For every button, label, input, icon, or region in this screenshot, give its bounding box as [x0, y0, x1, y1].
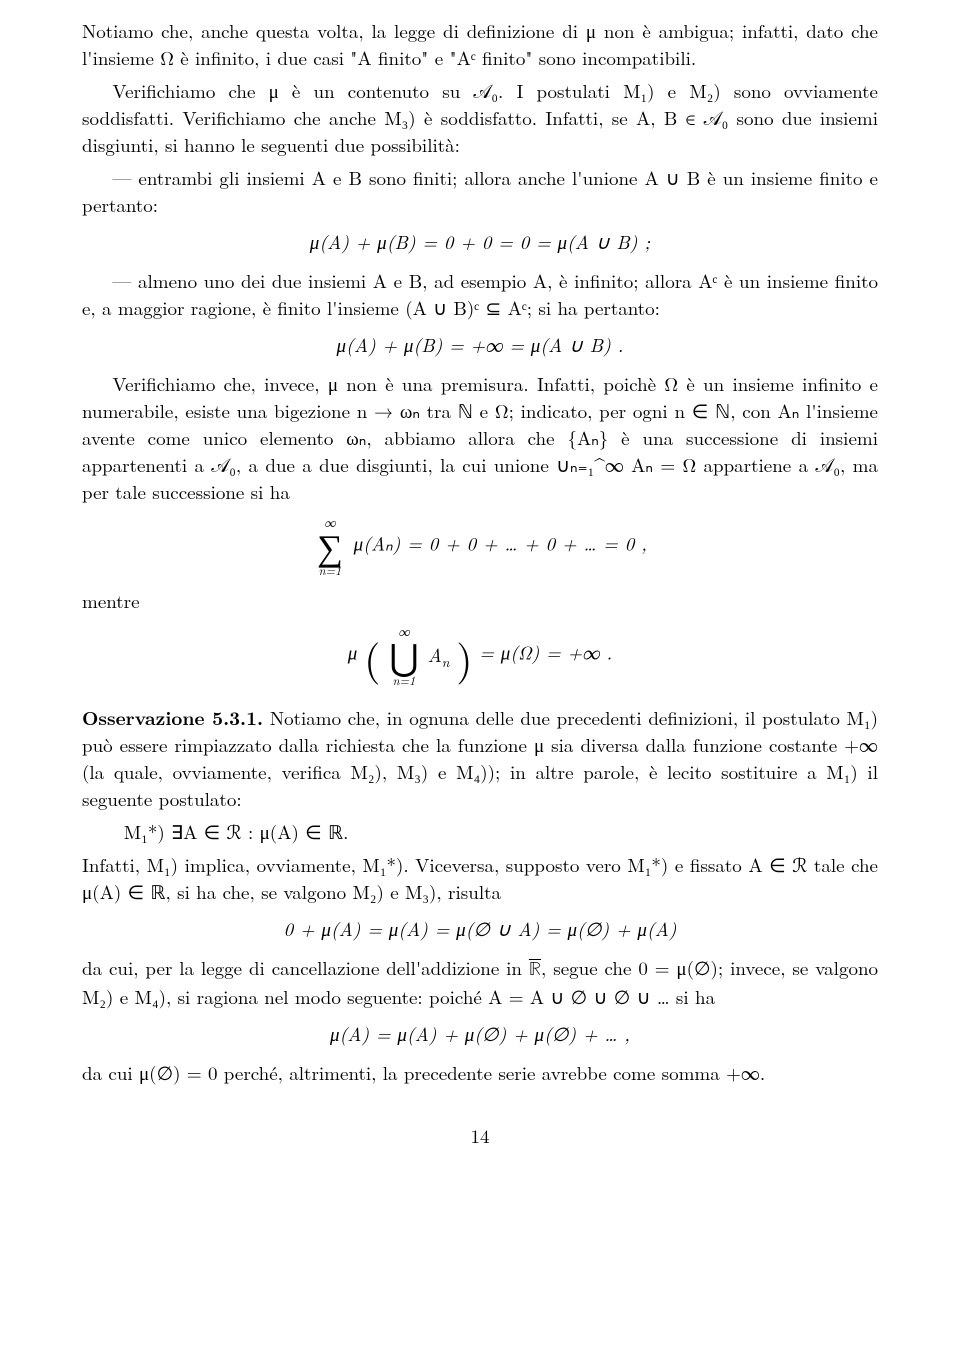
math: = μ(Ω) = +∞ .	[479, 639, 612, 666]
text: Verifichiamo che μ è un contenuto su 𝒜₀.…	[82, 77, 878, 158]
left-paren-icon: (	[364, 637, 380, 679]
paragraph-5: da cui, per la legge di cancellazione de…	[82, 955, 878, 1011]
text: — entrambi gli insiemi A e B sono finiti…	[82, 164, 878, 218]
math: μ(A) = μ(A) + μ(∅) + μ(∅) + … ,	[330, 1020, 630, 1047]
math: 0 + μ(A) = μ(A) = μ(∅ ∪ A) = μ(∅) + μ(A)	[283, 915, 676, 942]
equation-6: μ(A) = μ(A) + μ(∅) + μ(∅) + … ,	[82, 1021, 878, 1048]
list-item-2: — almeno uno dei due insiemi A e B, ad e…	[82, 268, 878, 322]
observation-paragraph: Osservazione 5.3.1. Notiamo che, in ognu…	[82, 704, 878, 813]
text: da cui, per la legge di cancellazione de…	[82, 954, 529, 981]
paragraph-6: da cui μ(∅) = 0 perché, altrimenti, la p…	[82, 1060, 878, 1087]
text: Infatti, M₁) implica, ovviamente, M₁*). …	[82, 851, 878, 905]
equation-3: ∞ ∑ n=1 μ(Aₙ) = 0 + 0 + … + 0 + … = 0 ,	[82, 516, 878, 577]
text: mentre	[82, 587, 140, 614]
postulate-m1star: M₁*) ∃A ∈ ℛ : μ(A) ∈ ℝ.	[82, 819, 878, 846]
text: Notiamo che, anche questa volta, la legg…	[82, 17, 878, 71]
union-lower: n=1	[389, 674, 419, 686]
text: 14	[470, 1122, 489, 1149]
r-bar-symbol: ℝ	[529, 960, 541, 979]
right-paren-icon: )	[456, 637, 472, 679]
sum-lower: n=1	[317, 564, 343, 576]
paragraph-2: Verifichiamo che μ è un contenuto su 𝒜₀.…	[82, 78, 878, 159]
equation-4: μ ( ∞ ⋃ n=1 An ) = μ(Ω) = +∞ .	[82, 625, 878, 686]
page-number: 14	[82, 1123, 878, 1150]
paragraph-mentre: mentre	[82, 588, 878, 615]
equation-5: 0 + μ(A) = μ(A) = μ(∅ ∪ A) = μ(∅) + μ(A)	[82, 916, 878, 943]
paragraph-1: Notiamo che, anche questa volta, la legg…	[82, 18, 878, 72]
page: Notiamo che, anche questa volta, la legg…	[0, 0, 960, 1364]
sum-symbol: ∞ ∑ n=1	[317, 516, 343, 577]
list-item-1: — entrambi gli insiemi A e B sono finiti…	[82, 165, 878, 219]
text: Verifichiamo che, invece, μ non è una pr…	[82, 370, 878, 505]
bigcup-icon: ⋃	[389, 638, 419, 674]
math: μ(A) + μ(B) = 0 + 0 = 0 = μ(A ∪ B) ;	[310, 228, 650, 255]
sigma-icon: ∑	[317, 528, 343, 564]
observation-heading: Osservazione 5.3.1.	[82, 703, 263, 731]
math: μ(Aₙ) = 0 + 0 + … + 0 + … = 0 ,	[354, 529, 647, 556]
text: — almeno uno dei due insiemi A e B, ad e…	[82, 267, 878, 321]
text: da cui μ(∅) = 0 perché, altrimenti, la p…	[82, 1059, 765, 1086]
union-symbol: ∞ ⋃ n=1	[389, 625, 419, 686]
math: μ(A) + μ(B) = +∞ = μ(A ∪ B) .	[337, 331, 624, 358]
equation-1: μ(A) + μ(B) = 0 + 0 = 0 = μ(A ∪ B) ;	[82, 229, 878, 256]
math: M₁*) ∃A ∈ ℛ : μ(A) ∈ ℝ.	[124, 818, 349, 845]
paragraph-4: Infatti, M₁) implica, ovviamente, M₁*). …	[82, 852, 878, 906]
paragraph-3: Verifichiamo che, invece, μ non è una pr…	[82, 371, 878, 506]
equation-2: μ(A) + μ(B) = +∞ = μ(A ∪ B) .	[82, 332, 878, 359]
